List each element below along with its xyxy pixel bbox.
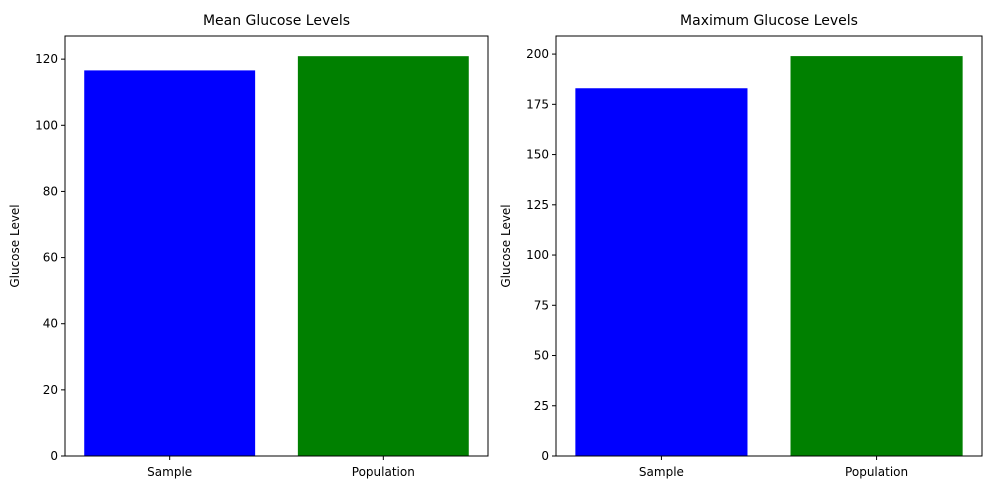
bar-population — [790, 56, 963, 456]
bar-sample — [84, 70, 256, 456]
bar-sample — [575, 88, 748, 456]
y-tick-label: 175 — [526, 97, 549, 111]
x-tick-label: Population — [352, 465, 415, 479]
y-tick-label: 60 — [43, 251, 58, 265]
y-tick-label: 40 — [43, 317, 58, 331]
y-axis-label: Glucose Level — [499, 204, 513, 287]
y-axis-label: Glucose Level — [8, 204, 22, 287]
plot-frame — [64, 35, 489, 457]
chart-title: Maximum Glucose Levels — [680, 13, 858, 29]
y-tick-label: 50 — [534, 349, 549, 363]
y-tick-label: 125 — [526, 198, 549, 212]
y-tick-label: 0 — [541, 449, 549, 463]
x-tick-label: Population — [845, 465, 908, 479]
y-tick-label: 200 — [526, 47, 549, 61]
y-tick-label: 120 — [35, 52, 58, 66]
chart-2: 0 25 50 75 100 125 150 175 200 Sample Population Ma… — [499, 13, 983, 479]
bar-population — [297, 56, 469, 457]
x-tick-label: Sample — [639, 465, 684, 479]
y-tick-label: 100 — [35, 118, 58, 132]
x-tick-label: Sample — [147, 465, 192, 479]
chart-1: 0 20 40 60 80 100 120 Sample Population Mean Gluc… — [8, 13, 489, 479]
chart-title: Mean Glucose Levels — [203, 13, 350, 29]
y-tick-label: 20 — [43, 383, 58, 397]
y-tick-label: 25 — [534, 399, 549, 413]
plot-frame — [555, 35, 983, 457]
y-tick-label: 0 — [50, 449, 58, 463]
y-tick-label: 150 — [526, 148, 549, 162]
y-tick-label: 75 — [534, 298, 549, 312]
y-tick-label: 100 — [526, 248, 549, 262]
y-tick-label: 80 — [43, 184, 58, 198]
